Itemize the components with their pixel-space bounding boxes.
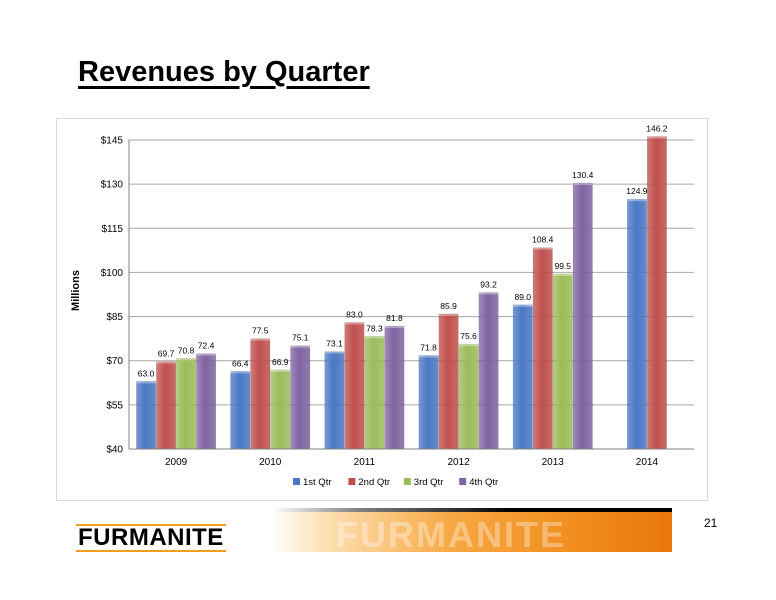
- data-label: 63.0: [138, 368, 155, 378]
- x-tick-label: 2013: [542, 457, 565, 468]
- bar-1st-qtr: [324, 351, 345, 450]
- y-tick-label: $55: [106, 400, 123, 411]
- bar-4th-qtr: [572, 182, 593, 450]
- bar-2nd-qtr: [438, 313, 459, 450]
- bar-cap: [438, 313, 459, 316]
- legend-label: 2nd Qtr: [358, 477, 390, 488]
- bar-1st-qtr: [512, 304, 533, 450]
- bar-2nd-qtr: [250, 338, 271, 450]
- legend-label: 3rd Qtr: [414, 477, 444, 488]
- legend-swatch: [348, 478, 356, 485]
- bar-cap: [250, 338, 270, 341]
- bar-cap: [324, 351, 345, 354]
- bar-4th-qtr: [196, 353, 217, 450]
- slide-number: 21: [704, 516, 718, 530]
- data-label: 85.9: [440, 301, 457, 311]
- data-label: 72.4: [198, 341, 215, 351]
- bar-cap: [344, 322, 365, 325]
- bar-2nd-qtr: [646, 136, 667, 450]
- bar-1st-qtr: [230, 371, 251, 450]
- data-label: 146.2: [646, 123, 668, 133]
- data-label: 130.4: [572, 170, 594, 180]
- y-tick-label: $70: [106, 356, 123, 367]
- data-label: 66.9: [272, 357, 289, 367]
- data-label: 77.5: [252, 326, 269, 336]
- bar-3rd-qtr: [176, 358, 197, 450]
- x-tick-label: 2011: [354, 457, 376, 468]
- bar-cap: [573, 182, 593, 185]
- bar-cap: [136, 381, 156, 384]
- y-axis-label: Millions: [70, 270, 82, 311]
- data-label: 81.8: [386, 313, 403, 323]
- y-tick-label: $130: [101, 180, 124, 191]
- legend-swatch: [403, 478, 411, 485]
- y-tick-label: $100: [101, 268, 124, 279]
- bar-cap: [290, 345, 310, 348]
- bar-cap: [478, 292, 499, 295]
- y-tick-label: $85: [106, 312, 123, 323]
- banner-top-stripe: [272, 508, 672, 512]
- chart-area: 63.0 69.7 70.8 72.4 66.4 77.5 66.9 75.1 73.1 83.0…: [56, 118, 708, 501]
- revenue-bar-chart: 63.069.7 70.8 72.4 66.4 77.5 66.9 75.1 73.1 83.0…: [70, 123, 694, 488]
- bar-cap: [230, 371, 250, 374]
- y-tick-label: $115: [101, 224, 123, 235]
- x-tick-label: 2009: [165, 457, 188, 468]
- bar-1st-qtr: [418, 355, 439, 450]
- legend-label: 4th Qtr: [469, 477, 498, 488]
- orange-banner: FURMANITE: [272, 512, 672, 552]
- bar-3rd-qtr: [458, 343, 479, 450]
- bar-cap: [176, 358, 196, 361]
- data-label: 99.5: [554, 261, 571, 271]
- legend-swatch: [293, 478, 300, 485]
- bar-cap: [364, 336, 385, 339]
- page-title: Revenues by Quarter: [78, 56, 370, 88]
- data-label: 89.0: [514, 292, 531, 302]
- data-label: 73.1: [326, 339, 343, 349]
- bar-3rd-qtr: [552, 273, 573, 450]
- data-label: 78.3: [366, 323, 383, 333]
- bar-cap: [533, 247, 553, 250]
- bar-1st-qtr: [626, 198, 647, 450]
- footer-branding: FURMANITE ® FURMANITE: [40, 506, 740, 552]
- bar-1st-qtr: [136, 381, 157, 450]
- x-tick-label: 2014: [636, 457, 659, 468]
- bar-3rd-qtr: [364, 336, 385, 450]
- legend-label: 1st Qtr: [303, 477, 332, 488]
- bar-cap: [553, 273, 573, 276]
- data-label: 71.8: [420, 342, 437, 352]
- bar-cap: [384, 325, 405, 328]
- legend-swatch: [459, 478, 467, 485]
- bar-4th-qtr: [478, 292, 499, 450]
- y-tick-label: $145: [101, 136, 124, 147]
- bar-cap: [270, 369, 290, 372]
- bar-cap: [513, 304, 533, 307]
- data-label: 83.0: [346, 309, 363, 319]
- x-tick-label: 2012: [447, 457, 470, 468]
- x-tick-label: 2010: [259, 457, 282, 468]
- bar-3rd-qtr: [270, 369, 291, 450]
- data-label: 66.4: [232, 358, 249, 368]
- bar-cap: [627, 199, 647, 202]
- bar-cap: [418, 355, 439, 358]
- data-label: 75.1: [292, 333, 309, 343]
- bar-cap: [156, 361, 176, 364]
- data-label: 93.2: [480, 279, 497, 289]
- bar-4th-qtr: [290, 345, 311, 450]
- data-label: 69.7: [158, 349, 175, 359]
- bar-cap: [458, 344, 479, 347]
- furmanite-logo: FURMANITE: [76, 524, 226, 552]
- data-label: 124.9: [626, 186, 648, 196]
- y-tick-label: $40: [106, 445, 123, 456]
- bar-2nd-qtr: [344, 322, 365, 450]
- bar-2nd-qtr: [156, 361, 177, 450]
- bar-4th-qtr: [384, 325, 405, 450]
- banner-watermark: FURMANITE: [336, 514, 566, 552]
- data-label: 108.4: [532, 235, 554, 245]
- bar-cap: [647, 136, 667, 139]
- bar-2nd-qtr: [532, 247, 553, 450]
- bar-cap: [196, 353, 216, 356]
- data-label: 70.8: [178, 345, 195, 355]
- data-label: 75.6: [460, 331, 477, 341]
